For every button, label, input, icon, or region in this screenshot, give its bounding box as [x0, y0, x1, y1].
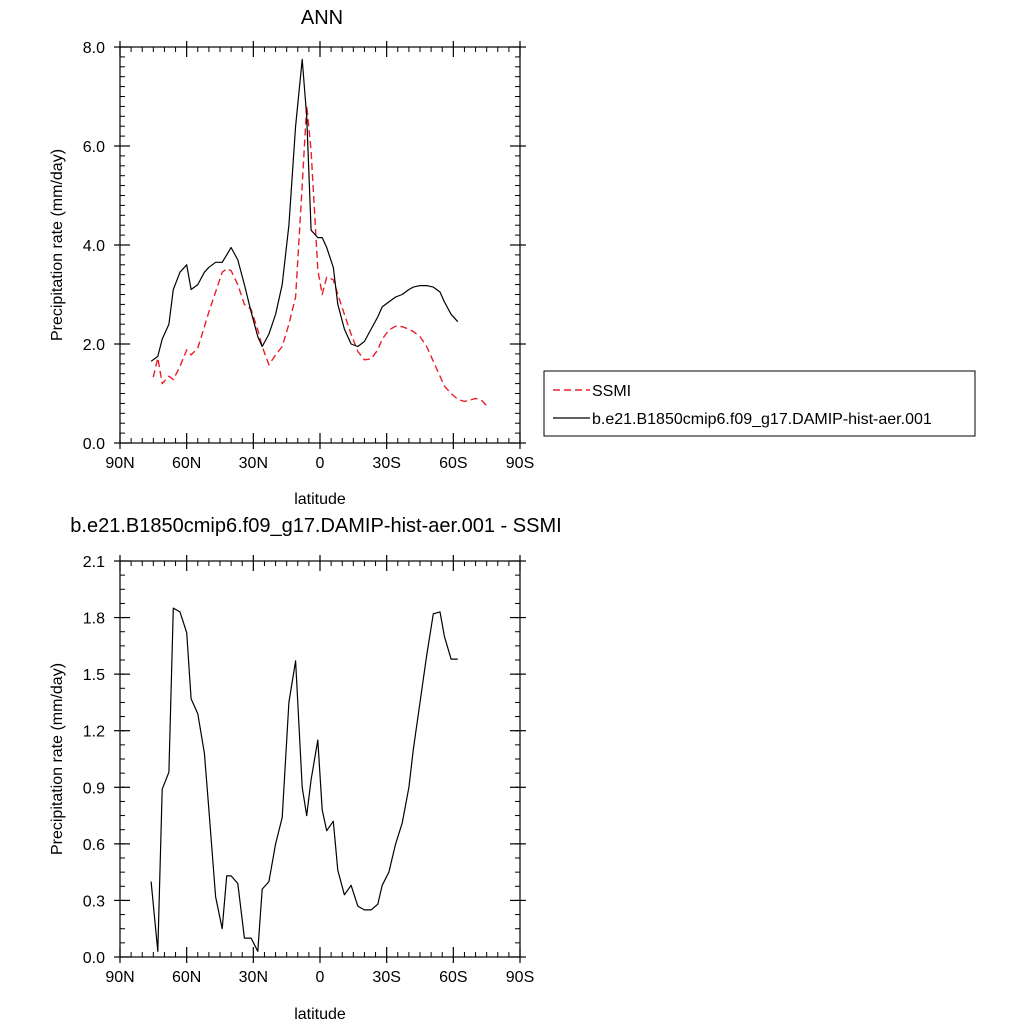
- top-x-tick-label: 30N: [239, 455, 268, 472]
- top-y-axis-label: Precipitation rate (mm/day): [49, 149, 66, 341]
- bottom-chart-title: b.e21.B1850cmip6.f09_g17.DAMIP-hist-aer.…: [70, 515, 561, 537]
- bottom-y-tick-label: 0.3: [83, 893, 105, 910]
- top-x-axis-label: latitude: [294, 491, 346, 508]
- top-x-tick-label: 30S: [372, 455, 400, 472]
- bottom-x-tick-label: 30N: [239, 969, 268, 986]
- top-series-line-ssmi: [152, 104, 488, 407]
- bottom-y-tick-label: 2.1: [83, 554, 105, 571]
- top-y-tick-label: 8.0: [83, 40, 105, 57]
- legend: SSMI b.e21.B1850cmip6.f09_g17.DAMIP-hist…: [543, 370, 976, 437]
- legend-box: [543, 370, 976, 437]
- top-y-tick-label: 4.0: [83, 238, 105, 255]
- bottom-x-tick-label: 60N: [172, 969, 201, 986]
- top-series-line-model: [150, 58, 459, 362]
- legend-label-model: b.e21.B1850cmip6.f09_g17.DAMIP-hist-aer.…: [592, 411, 932, 428]
- bottom-y-tick-label: 1.2: [83, 724, 105, 741]
- top-y-tick-label: 0.0: [83, 436, 105, 453]
- bottom-plot-area: 90N 60N 30N 0 30S 60S 90S 0.0 0.3 0.6 0.9 1.2 1.5 1.8…: [83, 554, 534, 986]
- bottom-y-tick-label: 0.0: [83, 950, 105, 967]
- bottom-plot-frame: [119, 560, 521, 958]
- bottom-x-axis-label: latitude: [294, 1006, 346, 1023]
- bottom-y-tick-label: 1.5: [83, 667, 105, 684]
- bottom-y-tick-label: 1.8: [83, 611, 105, 628]
- top-x-tick-label: 90N: [105, 455, 134, 472]
- bottom-series-line-model: [150, 607, 458, 952]
- top-chart-panel: ANN 90N 60N 30N 0 30S 60S 90S 0.0 2.0 4.0 6.0 8.0 l…: [49, 7, 534, 508]
- top-x-tick-label: 90S: [506, 455, 534, 472]
- top-x-tick-label: 60N: [172, 455, 201, 472]
- bottom-y-tick-label: 0.6: [83, 837, 105, 854]
- bottom-x-tick-label: 90S: [506, 969, 534, 986]
- top-y-tick-label: 6.0: [83, 139, 105, 156]
- bottom-chart-panel: b.e21.B1850cmip6.f09_g17.DAMIP-hist-aer.…: [49, 515, 562, 1023]
- bottom-x-tick-label: 0: [316, 969, 325, 986]
- bottom-x-tick-label: 60S: [439, 969, 467, 986]
- bottom-x-tick-label: 90N: [105, 969, 134, 986]
- bottom-x-tick-label: 30S: [372, 969, 400, 986]
- bottom-y-axis-label: Precipitation rate (mm/day): [49, 663, 66, 855]
- legend-label-ssmi: SSMI: [592, 383, 631, 400]
- top-x-tick-label: 0: [316, 455, 325, 472]
- top-plot-area: 90N 60N 30N 0 30S 60S 90S 0.0 2.0 4.0 6.0 8.0: [83, 40, 534, 472]
- top-y-tick-label: 2.0: [83, 337, 105, 354]
- top-chart-title: ANN: [301, 7, 343, 29]
- top-x-tick-label: 60S: [439, 455, 467, 472]
- top-plot-frame: [119, 46, 521, 444]
- bottom-y-tick-label: 0.9: [83, 780, 105, 797]
